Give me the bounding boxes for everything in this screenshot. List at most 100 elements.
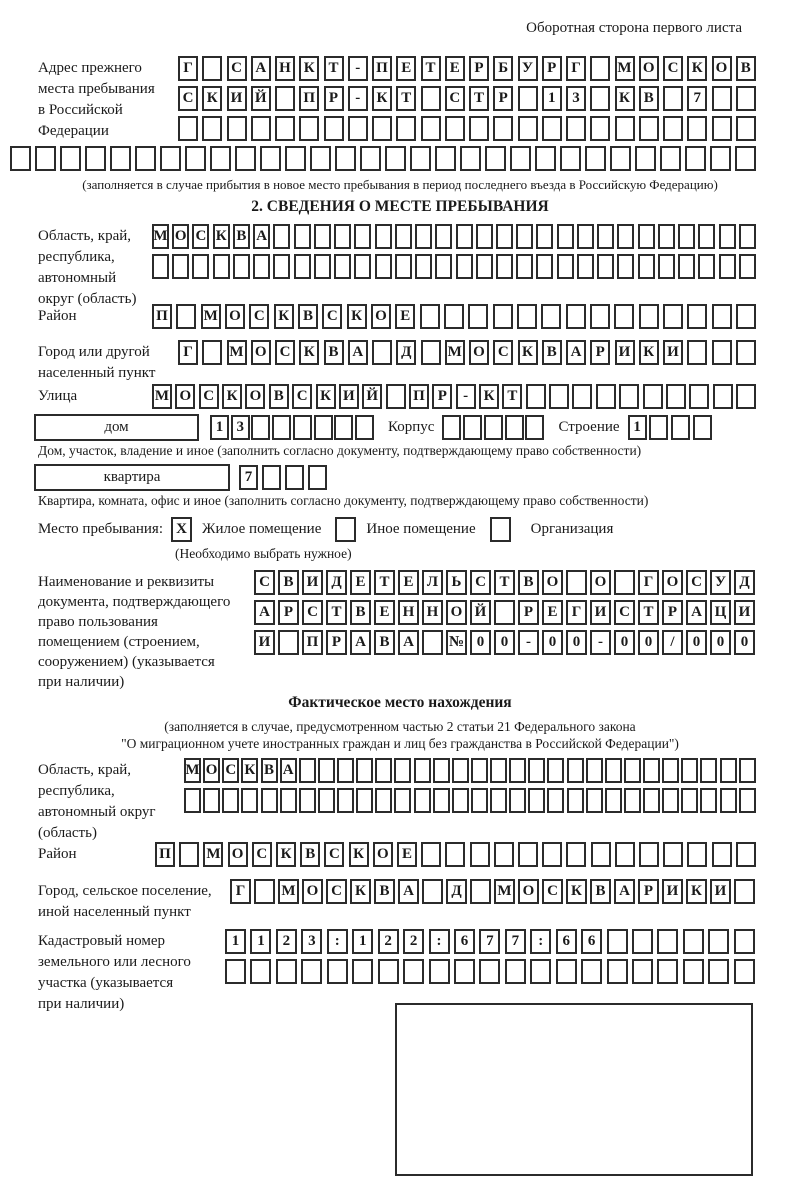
char-cell: 1	[225, 929, 246, 954]
char-cell	[657, 959, 679, 984]
char-cell: К	[566, 879, 587, 904]
char-cell: М	[152, 224, 169, 249]
char-cell	[185, 146, 206, 171]
char-cell: В	[735, 56, 756, 81]
char-cell	[617, 224, 635, 249]
char-cell	[614, 116, 635, 141]
char-cell	[262, 465, 281, 490]
page-side-note: Оборотная сторона первого листа	[526, 20, 742, 36]
char-cell	[293, 254, 311, 279]
previous-address-caption: (заполняется в случае прибытия в новое м…	[82, 177, 718, 192]
char-cell	[428, 959, 450, 984]
char-cell: С	[251, 842, 272, 867]
char-cell	[566, 570, 587, 595]
char-cell: Й	[250, 86, 271, 111]
char-cell: А	[250, 56, 271, 81]
char-cell	[678, 224, 696, 249]
char-cell: 2	[377, 929, 399, 954]
char-cell: :	[428, 929, 450, 954]
char-cell	[638, 116, 659, 141]
stay-type-label: Место пребывания:	[38, 521, 163, 537]
char-cell	[463, 415, 483, 440]
char-cell	[469, 116, 489, 141]
char-cell	[432, 788, 450, 813]
char-cell	[468, 304, 489, 329]
char-cell	[597, 224, 615, 249]
char-cell: 7	[239, 465, 258, 490]
char-cell	[692, 415, 712, 440]
char-cell: О	[227, 842, 248, 867]
char-cell	[203, 788, 221, 813]
char-cell	[475, 224, 493, 249]
char-cell	[260, 146, 281, 171]
char-cell	[518, 842, 539, 867]
char-cell: В	[374, 630, 395, 655]
char-cell	[663, 116, 683, 141]
char-cell	[504, 959, 526, 984]
char-cell: Г	[178, 340, 198, 365]
char-cell: -	[347, 56, 368, 81]
char-cell: Е	[398, 570, 419, 595]
char-cell: Л	[422, 570, 443, 595]
char-cell	[396, 116, 417, 141]
apartment-row: квартира 7	[34, 464, 800, 491]
char-cell	[604, 758, 622, 783]
char-cell	[225, 959, 246, 984]
char-cell	[590, 86, 611, 111]
char-cell	[604, 788, 622, 813]
char-cell	[354, 254, 372, 279]
char-cell: П	[299, 86, 320, 111]
char-cell: Т	[638, 600, 659, 625]
char-cell	[385, 146, 406, 171]
char-cell	[432, 758, 450, 783]
char-cell	[597, 254, 615, 279]
char-cell: А	[686, 600, 707, 625]
char-cell	[415, 254, 433, 279]
char-cell: Т	[396, 86, 417, 111]
char-cell	[643, 758, 660, 783]
city-label: Город или другой населенный пункт	[38, 344, 156, 381]
char-cell: К	[241, 758, 259, 783]
char-cell	[733, 929, 755, 954]
char-cell: К	[686, 879, 707, 904]
char-cell: А	[398, 630, 419, 655]
char-cell	[589, 304, 610, 329]
char-cell	[530, 959, 552, 984]
char-cell: Е	[397, 842, 418, 867]
char-cell: К	[687, 56, 708, 81]
stay-type-checkbox-other	[335, 517, 357, 542]
char-cell	[711, 86, 732, 111]
char-cell	[585, 146, 606, 171]
char-cell	[250, 116, 271, 141]
char-cell: О	[590, 570, 611, 595]
char-cell	[347, 116, 368, 141]
char-cell	[451, 758, 469, 783]
char-cell	[275, 116, 295, 141]
char-cell: О	[446, 600, 467, 625]
actual-region-label: Область, край, республика, автономный ок…	[38, 762, 156, 841]
char-cell: К	[479, 384, 500, 409]
char-cell: Т	[374, 570, 395, 595]
document-label: Наименование и реквизиты документа, подт…	[38, 574, 231, 690]
char-cell	[572, 384, 593, 409]
char-cell	[354, 224, 372, 249]
char-cell	[422, 630, 443, 655]
char-cell	[738, 224, 756, 249]
char-cell	[310, 146, 331, 171]
stay-type-note: (Необходимо выбрать нужное)	[175, 546, 352, 561]
char-cell	[738, 758, 756, 783]
char-cell: К	[350, 879, 371, 904]
char-cell: А	[398, 879, 419, 904]
char-cell	[299, 116, 320, 141]
char-cell	[735, 340, 756, 365]
char-cell	[313, 224, 331, 249]
char-cell: -	[518, 630, 539, 655]
char-cell	[590, 842, 611, 867]
char-cell: Ц	[710, 600, 731, 625]
char-cell	[420, 340, 441, 365]
char-cell	[235, 146, 256, 171]
